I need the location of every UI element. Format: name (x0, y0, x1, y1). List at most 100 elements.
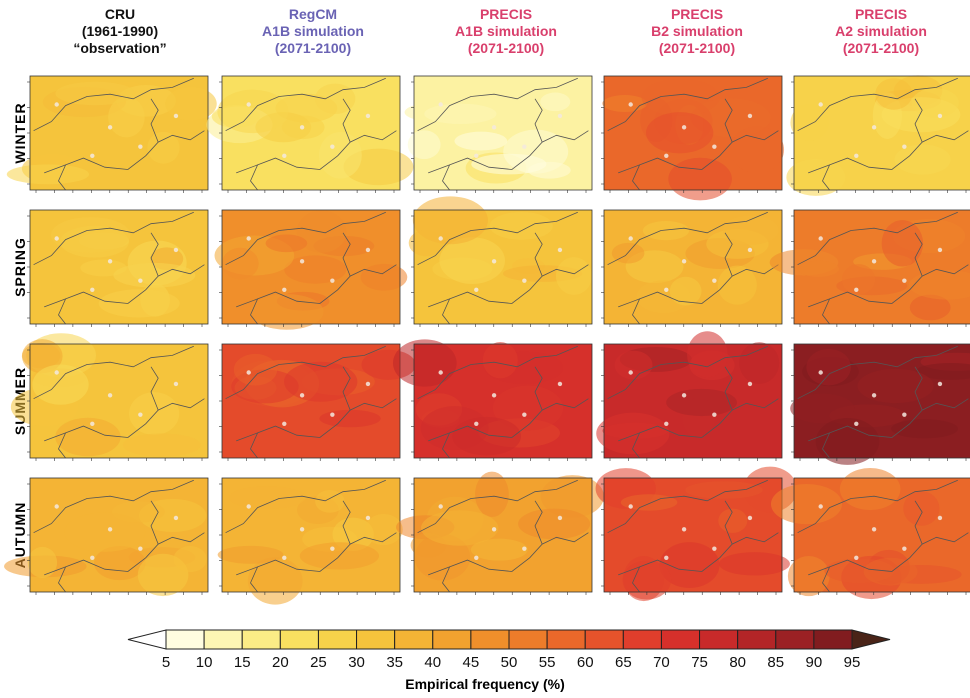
map-panel (4, 477, 209, 597)
country-border (44, 264, 205, 308)
map-panel (790, 343, 970, 465)
frequency-field (21, 339, 63, 374)
colorbar-segment (432, 629, 472, 650)
city-marker (138, 144, 143, 149)
city-marker (871, 259, 877, 264)
frequency-field (602, 422, 668, 439)
colorbar-segment (241, 629, 281, 650)
column-header-line: (2071-2100) (842, 40, 920, 56)
colorbar-segment (622, 629, 662, 650)
frequency-field (718, 508, 748, 533)
city-marker (628, 236, 633, 241)
map-panel (6, 75, 217, 193)
colorbar-tick-label: 95 (844, 654, 861, 671)
country-border (914, 98, 923, 143)
colorbar-segment (394, 629, 434, 650)
column-header-line: PRECIS (479, 6, 533, 22)
colorbar-tick-label: 55 (539, 654, 556, 671)
frequency-field (669, 276, 702, 306)
colorbar-segment (470, 629, 510, 650)
city-marker (747, 515, 753, 521)
colorbar-segment (813, 629, 853, 650)
city-marker (474, 287, 479, 292)
frequency-field (364, 513, 403, 546)
colorbar-tick-label: 25 (310, 654, 327, 671)
colorbar-tick-label: 60 (577, 654, 594, 671)
column-header-line: PRECIS (670, 6, 724, 22)
country-border (607, 345, 768, 400)
country-border (417, 345, 578, 400)
country-border (724, 366, 733, 411)
frequency-field (439, 237, 506, 285)
city-marker (299, 393, 305, 398)
frequency-field (421, 510, 499, 546)
frequency-field (839, 468, 901, 511)
frequency-field (50, 217, 131, 253)
frequency-field (642, 220, 690, 241)
frequency-field (915, 362, 970, 380)
city-marker (246, 504, 251, 509)
city-marker (54, 504, 59, 509)
city-marker (818, 102, 823, 107)
colorbar-segment (737, 629, 777, 650)
column-header-line: (2071-2100) (467, 40, 545, 56)
city-marker (557, 247, 563, 253)
country-border (236, 398, 397, 442)
city-marker (747, 247, 753, 253)
country-border (342, 500, 351, 545)
country-border (442, 298, 450, 325)
city-marker (365, 515, 371, 521)
country-border (44, 532, 205, 576)
frequency-field (641, 78, 720, 116)
city-marker (937, 515, 943, 521)
frequency-field (408, 229, 444, 257)
country-border (33, 77, 194, 132)
city-marker (138, 546, 143, 551)
frequency-field (841, 264, 876, 295)
city-marker (937, 113, 943, 119)
city-marker (107, 393, 113, 398)
colorbar-segment (165, 629, 205, 650)
frequency-field (471, 153, 547, 175)
city-marker (90, 421, 95, 426)
city-marker (664, 287, 669, 292)
map-panel (404, 75, 593, 193)
frequency-field (129, 392, 180, 436)
country-border (632, 298, 640, 325)
country-border (442, 566, 450, 593)
country-border (417, 479, 578, 534)
country-border (44, 130, 205, 174)
country-border (236, 130, 397, 174)
country-border (797, 77, 958, 132)
frequency-field (318, 131, 362, 179)
frequency-field (786, 158, 846, 196)
map-panel (217, 477, 403, 605)
column-header-line: (2071-2100) (658, 40, 736, 56)
city-marker (107, 259, 113, 264)
frequency-field (94, 545, 146, 581)
city-marker (90, 287, 95, 292)
country-border (44, 398, 205, 442)
colorbar-segment (317, 629, 358, 650)
country-border (618, 130, 779, 174)
column-header-line: (1961-1990) (81, 23, 159, 39)
map-panel (595, 466, 797, 602)
column-header-line: RegCM (288, 6, 338, 22)
city-marker (681, 393, 687, 398)
city-marker (474, 555, 479, 560)
frequency-field (113, 262, 196, 288)
frequency-field (894, 144, 951, 175)
city-marker (664, 555, 669, 560)
frequency-field (360, 263, 408, 291)
country-border (822, 566, 830, 593)
frequency-field (284, 255, 347, 284)
city-marker (681, 527, 687, 532)
frequency-field (211, 104, 260, 128)
country-border (797, 211, 958, 266)
city-marker (282, 153, 287, 158)
country-border (724, 232, 733, 277)
city-marker (557, 515, 563, 521)
country-border (58, 164, 66, 191)
city-marker (54, 102, 59, 107)
country-border (724, 500, 733, 545)
